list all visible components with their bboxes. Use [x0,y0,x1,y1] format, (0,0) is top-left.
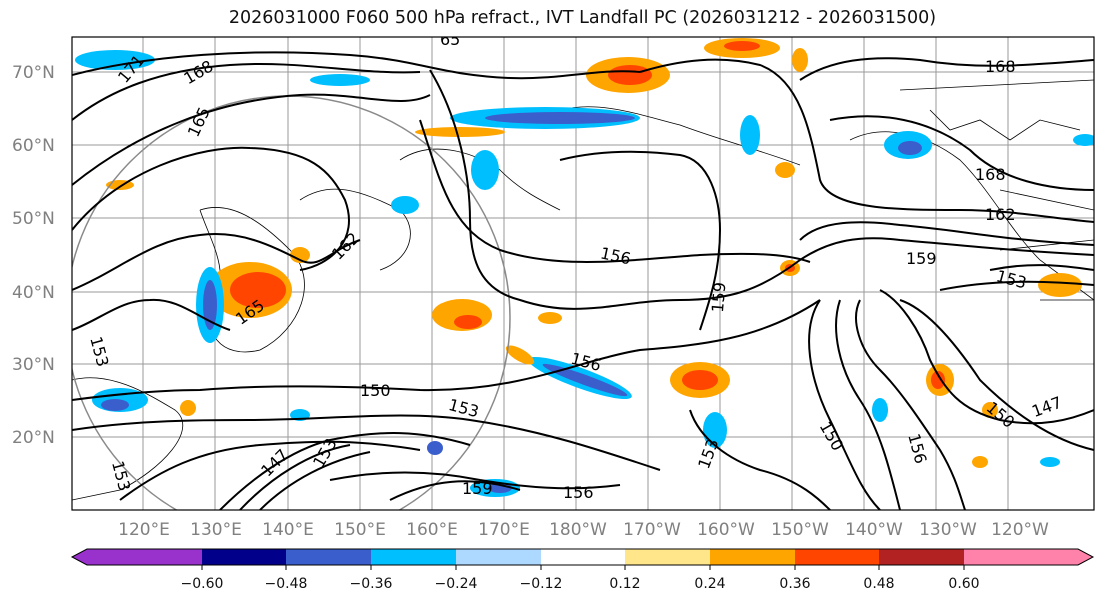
lon-label: 140°W [845,520,903,540]
contour-label: 168 [975,165,1006,184]
contour-label: 150 [360,381,391,400]
colorbar-tick-label: 0.60 [948,576,979,592]
colorbar-extend-min [72,549,87,565]
colorbar-tick-label: −0.48 [265,576,308,592]
lon-label: 150°E [334,520,386,540]
contour-label: 159 [906,249,937,268]
colorbar-segment [710,549,796,565]
contour-label: 65 [440,30,460,49]
colorbar-tick-label: 0.24 [694,576,725,592]
colorbar-segment [456,549,542,565]
lon-label: 150°W [771,520,829,540]
lon-label: 130°W [919,520,977,540]
colorbar-segment [964,549,1078,565]
lon-label: 160°E [406,520,458,540]
contours [72,51,1094,510]
colorbar-segment [625,549,711,565]
colorbar-extend-max [1078,549,1093,565]
contour-label: 162 [985,205,1016,224]
lon-label: 120°W [991,520,1049,540]
colorbar-tick-label: 0.36 [779,576,810,592]
lat-label: 40°N [12,283,55,303]
lat-label: 50°N [12,209,55,229]
longitude-labels: 120°E 130°E 140°E 150°E 160°E 170°E 180°… [118,520,1049,540]
colorbar-tick-label: −0.12 [520,576,563,592]
colorbar-segment [879,549,965,565]
lon-label: 160°W [697,520,755,540]
colorbar-segment [286,549,372,565]
colorbar-tick-label: −0.60 [181,576,224,592]
contour-label: 159 [462,479,493,498]
contour-label: 156 [563,483,594,502]
map-title: 2026031000 F060 500 hPa refract., IVT La… [228,8,937,28]
colorbar-tick-label: −0.24 [435,576,478,592]
lon-label: 170°E [478,520,530,540]
lat-label: 60°N [12,136,55,156]
lat-label: 70°N [12,63,55,83]
lon-label: 180°W [549,520,607,540]
lat-label: 30°N [12,355,55,375]
colorbar-tick-label: 0.48 [863,576,894,592]
lon-label: 120°E [118,520,170,540]
contour-label: 159 [708,281,730,313]
colorbar-segment [541,549,626,565]
colorbar-segment [202,549,287,565]
colorbar: −0.60 −0.48 −0.36 −0.24 −0.12 0.12 0.24 … [70,548,1095,592]
colorbar-segment [371,549,457,565]
colorbar-segment [795,549,880,565]
lon-label: 170°W [623,520,681,540]
map-frame [71,36,1095,511]
shaded-regions [75,38,1094,497]
lat-label: 20°N [12,428,55,448]
contour-label: 168 [985,57,1016,76]
colorbar-tick-label: −0.36 [350,576,393,592]
lon-label: 130°E [190,520,242,540]
latitude-labels: 70°N 60°N 50°N 40°N 30°N 20°N [12,63,55,448]
colorbar-segment [87,549,203,565]
lon-label: 140°E [262,520,314,540]
colorbar-tick-label: 0.12 [609,576,640,592]
